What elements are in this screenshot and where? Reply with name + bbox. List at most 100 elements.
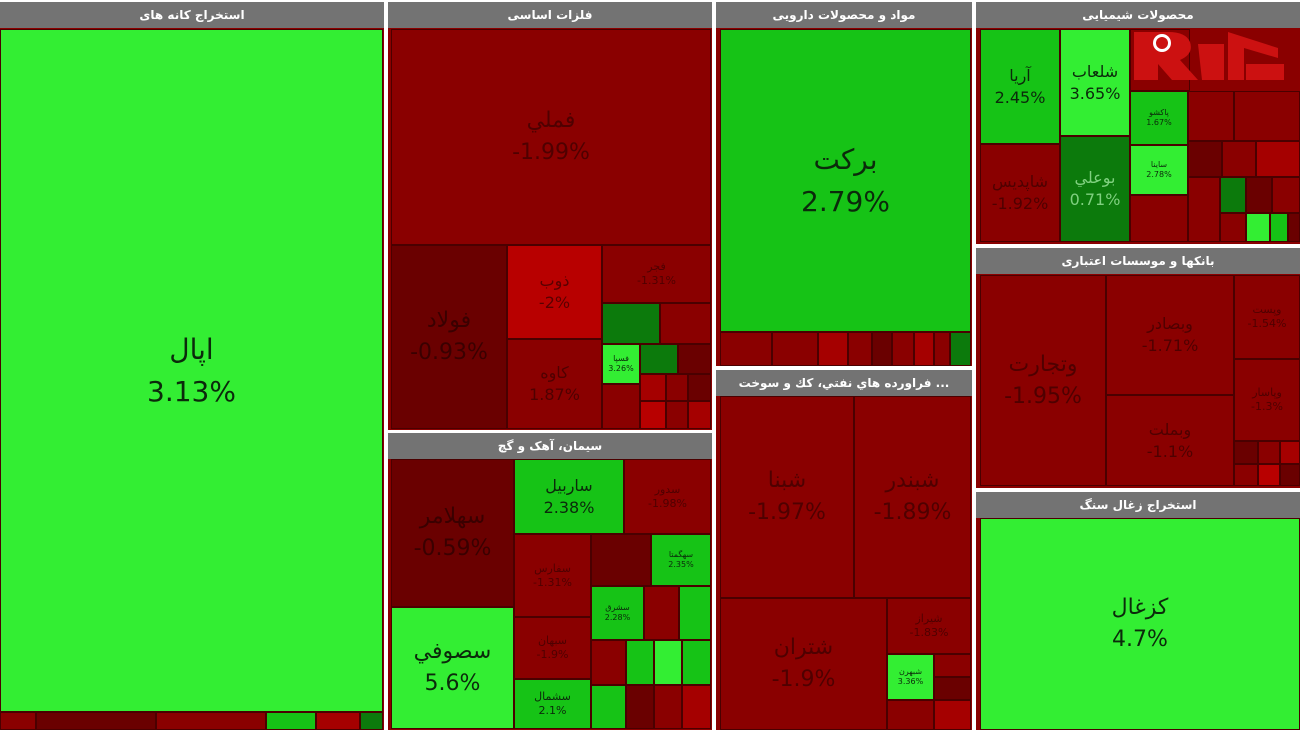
tile-foolad[interactable]: فولاد -0.93% [391,245,507,429]
small-tile[interactable] [640,344,678,374]
small-tile[interactable] [156,712,266,730]
small-tile[interactable] [679,586,711,640]
tile-fosbahan[interactable]: فسپا 3.26% [602,344,640,384]
small-tile[interactable] [1234,441,1258,464]
tile-vpasar[interactable]: وپاسار -1.3% [1234,359,1300,441]
small-tile[interactable] [848,332,872,366]
tile-shbhran[interactable]: شبهرن 3.36% [887,654,934,700]
tile-sofi[interactable]: سصوفي 5.6% [391,607,514,729]
small-tile[interactable] [914,332,934,366]
small-tile[interactable] [772,332,818,366]
tile-barekat[interactable]: بركت 2.79% [720,29,971,332]
small-tile[interactable] [316,712,360,730]
small-tile[interactable] [934,677,971,700]
small-tile[interactable] [1220,177,1246,213]
small-tile[interactable] [1258,441,1280,464]
tile-shbandar[interactable]: شبندر -1.89% [854,396,971,598]
small-tile[interactable] [818,332,848,366]
tile-pakshoo[interactable]: پاكشو 1.67% [1130,91,1188,145]
small-tile[interactable] [1188,91,1234,141]
tile-boali[interactable]: بوعلي 0.71% [1060,136,1130,242]
small-tile[interactable] [1246,213,1270,242]
small-tile[interactable] [660,303,711,344]
small-tile[interactable] [591,534,651,586]
small-tile[interactable] [1220,213,1246,242]
small-tile[interactable] [1188,141,1222,177]
small-tile[interactable] [688,374,711,401]
small-tile[interactable] [666,401,688,429]
small-tile[interactable] [591,685,626,729]
small-tile[interactable] [892,332,914,366]
small-tile[interactable] [1234,91,1300,141]
small-tile[interactable] [1188,177,1220,242]
small-tile[interactable] [1256,141,1300,177]
tile-sardbil[interactable]: ساربيل 2.38% [514,459,624,534]
tile-kaveh[interactable]: كاوه 1.87% [507,339,602,429]
small-tile[interactable] [602,384,640,429]
tile-sdor[interactable]: سدور -1.98% [624,459,711,534]
small-tile[interactable] [1234,464,1258,486]
small-tile[interactable] [1270,213,1288,242]
tile-sfars[interactable]: سفارس -1.31% [514,534,591,617]
tile-shomal[interactable]: سشمال 2.1% [514,679,591,729]
small-tile[interactable] [640,374,666,401]
small-tile[interactable] [626,685,654,729]
tile-symbol: شلعاب [1071,61,1119,81]
small-tile[interactable] [654,640,682,685]
small-tile[interactable] [1272,177,1300,213]
small-tile[interactable] [0,712,36,730]
small-tile[interactable] [682,640,711,685]
small-tile[interactable] [1258,464,1280,486]
tile-sahgmatan[interactable]: سهگمتا 2.35% [651,534,711,586]
tile-sahlamar[interactable]: سهلامر -0.59% [391,459,514,607]
tile-shana[interactable]: شبنا -1.97% [720,396,854,598]
small-tile[interactable] [934,700,971,730]
tile-savina[interactable]: ساينا 2.78% [1130,145,1188,195]
small-tile[interactable] [720,332,772,366]
small-tile[interactable] [1280,441,1300,464]
small-tile[interactable] [887,700,934,730]
small-tile[interactable] [36,712,156,730]
tile-sharqi[interactable]: سشرق 2.28% [591,586,644,640]
small-tile[interactable] [360,712,383,730]
tile-opal[interactable]: اپال 3.13% [0,29,383,712]
tile-shtran[interactable]: شتران -1.9% [720,598,887,730]
tile-zob[interactable]: ذوب -2% [507,245,602,339]
small-tile[interactable] [1246,177,1272,213]
small-tile[interactable] [1222,141,1256,177]
small-tile[interactable] [950,332,971,366]
tile-symbol: ذوب [539,271,570,290]
small-tile[interactable] [682,685,711,729]
small-tile[interactable] [591,640,626,685]
small-tile[interactable] [1288,213,1300,242]
tile-shiraz[interactable]: شيراز -1.83% [887,598,971,654]
tile-symbol: وپاسار [1252,386,1282,399]
tile-vbmellat[interactable]: وبملت -1.1% [1106,395,1234,486]
small-tile[interactable] [1280,464,1300,486]
tile-shelab[interactable]: شلعاب 3.65% [1060,29,1130,136]
small-tile[interactable] [666,374,688,401]
tile-tejarat[interactable]: وتجارت -1.95% [980,275,1106,486]
small-tile[interactable] [626,640,654,685]
small-tile[interactable] [1130,195,1188,242]
small-tile[interactable] [266,712,316,730]
tile-fajr[interactable]: فجر -1.31% [602,245,711,303]
sector-banks: بانکها و موسسات اعتباری وتجارت -1.95% وب… [976,248,1300,488]
tile-shapdis[interactable]: شاپديس -1.92% [980,144,1060,242]
tile-sbhan[interactable]: سبهان -1.9% [514,617,591,679]
small-tile[interactable] [688,401,711,429]
tile-famli[interactable]: فملي -1.99% [391,29,711,245]
small-tile[interactable] [654,685,682,729]
small-tile[interactable] [934,654,971,677]
small-tile[interactable] [644,586,679,640]
tile-kazghal[interactable]: كزغال 4.7% [980,518,1300,730]
tile-vpost[interactable]: وپست -1.54% [1234,275,1300,359]
small-tile[interactable] [678,344,711,374]
tile-vbsader[interactable]: وبصادر -1.71% [1106,275,1234,395]
tile-symbol: وبملت [1148,419,1192,439]
small-tile[interactable] [872,332,892,366]
small-tile[interactable] [602,303,660,344]
tile-aria[interactable]: آريا 2.45% [980,29,1060,144]
small-tile[interactable] [934,332,950,366]
small-tile[interactable] [640,401,666,429]
